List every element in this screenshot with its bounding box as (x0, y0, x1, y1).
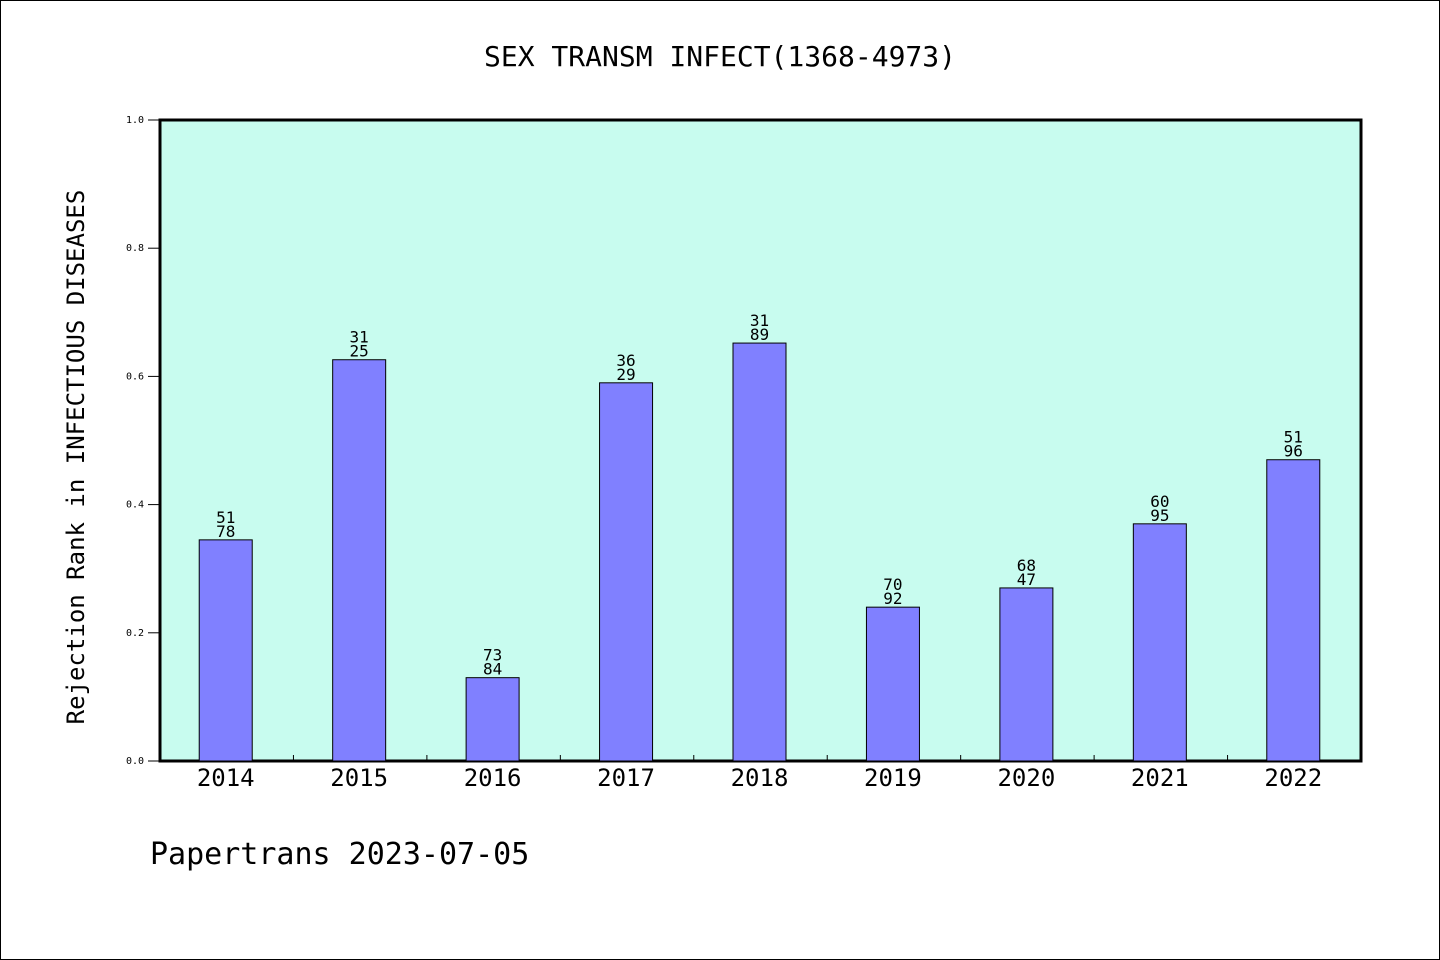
bar-label-top: 60 (1150, 492, 1169, 511)
bar-label-bottom: 89 (750, 325, 769, 344)
y-axis: 0.0 0.2 0.4 0.6 0.8 1.0 (126, 115, 160, 767)
bar-label-top: 68 (1017, 556, 1036, 575)
chart-title: SEX TRANSM INFECT(1368-4973) (484, 40, 956, 73)
y-tick-label: 0.8 (126, 243, 144, 254)
bar-label-bottom: 96 (1284, 442, 1303, 461)
x-tick-label: 2019 (864, 764, 922, 792)
bar-label-top: 36 (616, 351, 635, 370)
bar (732, 342, 787, 762)
bar-label-bottom: 29 (616, 365, 635, 384)
footer-credit: Papertrans 2023-07-05 (150, 837, 529, 872)
bars (198, 342, 1321, 762)
y-tick-label: 0.2 (126, 628, 144, 639)
x-tick-label: 2021 (1131, 764, 1189, 792)
bar (999, 587, 1054, 762)
y-tick-label: 1.0 (126, 115, 144, 126)
bar-label-top: 51 (216, 508, 235, 527)
bar (1266, 459, 1321, 762)
x-tick-label: 2020 (997, 764, 1055, 792)
x-axis: 2014 2015 2016 2017 2018 2019 2020 2021 2022 (197, 755, 1322, 792)
x-tick-label: 2022 (1264, 764, 1322, 792)
bar (1132, 523, 1187, 762)
x-tick-label: 2017 (597, 764, 655, 792)
bar-label-bottom: 47 (1017, 570, 1036, 589)
bar (332, 359, 387, 762)
y-tick-label: 0.6 (126, 371, 144, 382)
y-tick-label: 0.4 (126, 500, 144, 511)
y-tick-label: 0.0 (126, 756, 144, 767)
bar-label-top: 31 (750, 311, 769, 330)
bar-label-top: 51 (1284, 428, 1303, 447)
bar-label-top: 31 (350, 328, 369, 347)
x-tick-label: 2014 (197, 764, 255, 792)
bar-label-bottom: 92 (883, 589, 902, 608)
bar (198, 539, 253, 762)
bar (865, 606, 920, 762)
bar (599, 382, 654, 762)
bar-label-top: 73 (483, 646, 502, 665)
bar (465, 677, 520, 762)
x-tick-label: 2016 (464, 764, 522, 792)
y-axis-label: Rejection Rank in INFECTIOUS DISEASES (62, 190, 90, 725)
bar-label-bottom: 95 (1150, 506, 1169, 525)
bar-label-bottom: 78 (216, 522, 235, 541)
bar-label-bottom: 84 (483, 660, 502, 679)
x-tick-label: 2015 (330, 764, 388, 792)
bar-label-bottom: 25 (350, 342, 369, 361)
x-tick-label: 2018 (731, 764, 789, 792)
bar-label-top: 70 (883, 575, 902, 594)
